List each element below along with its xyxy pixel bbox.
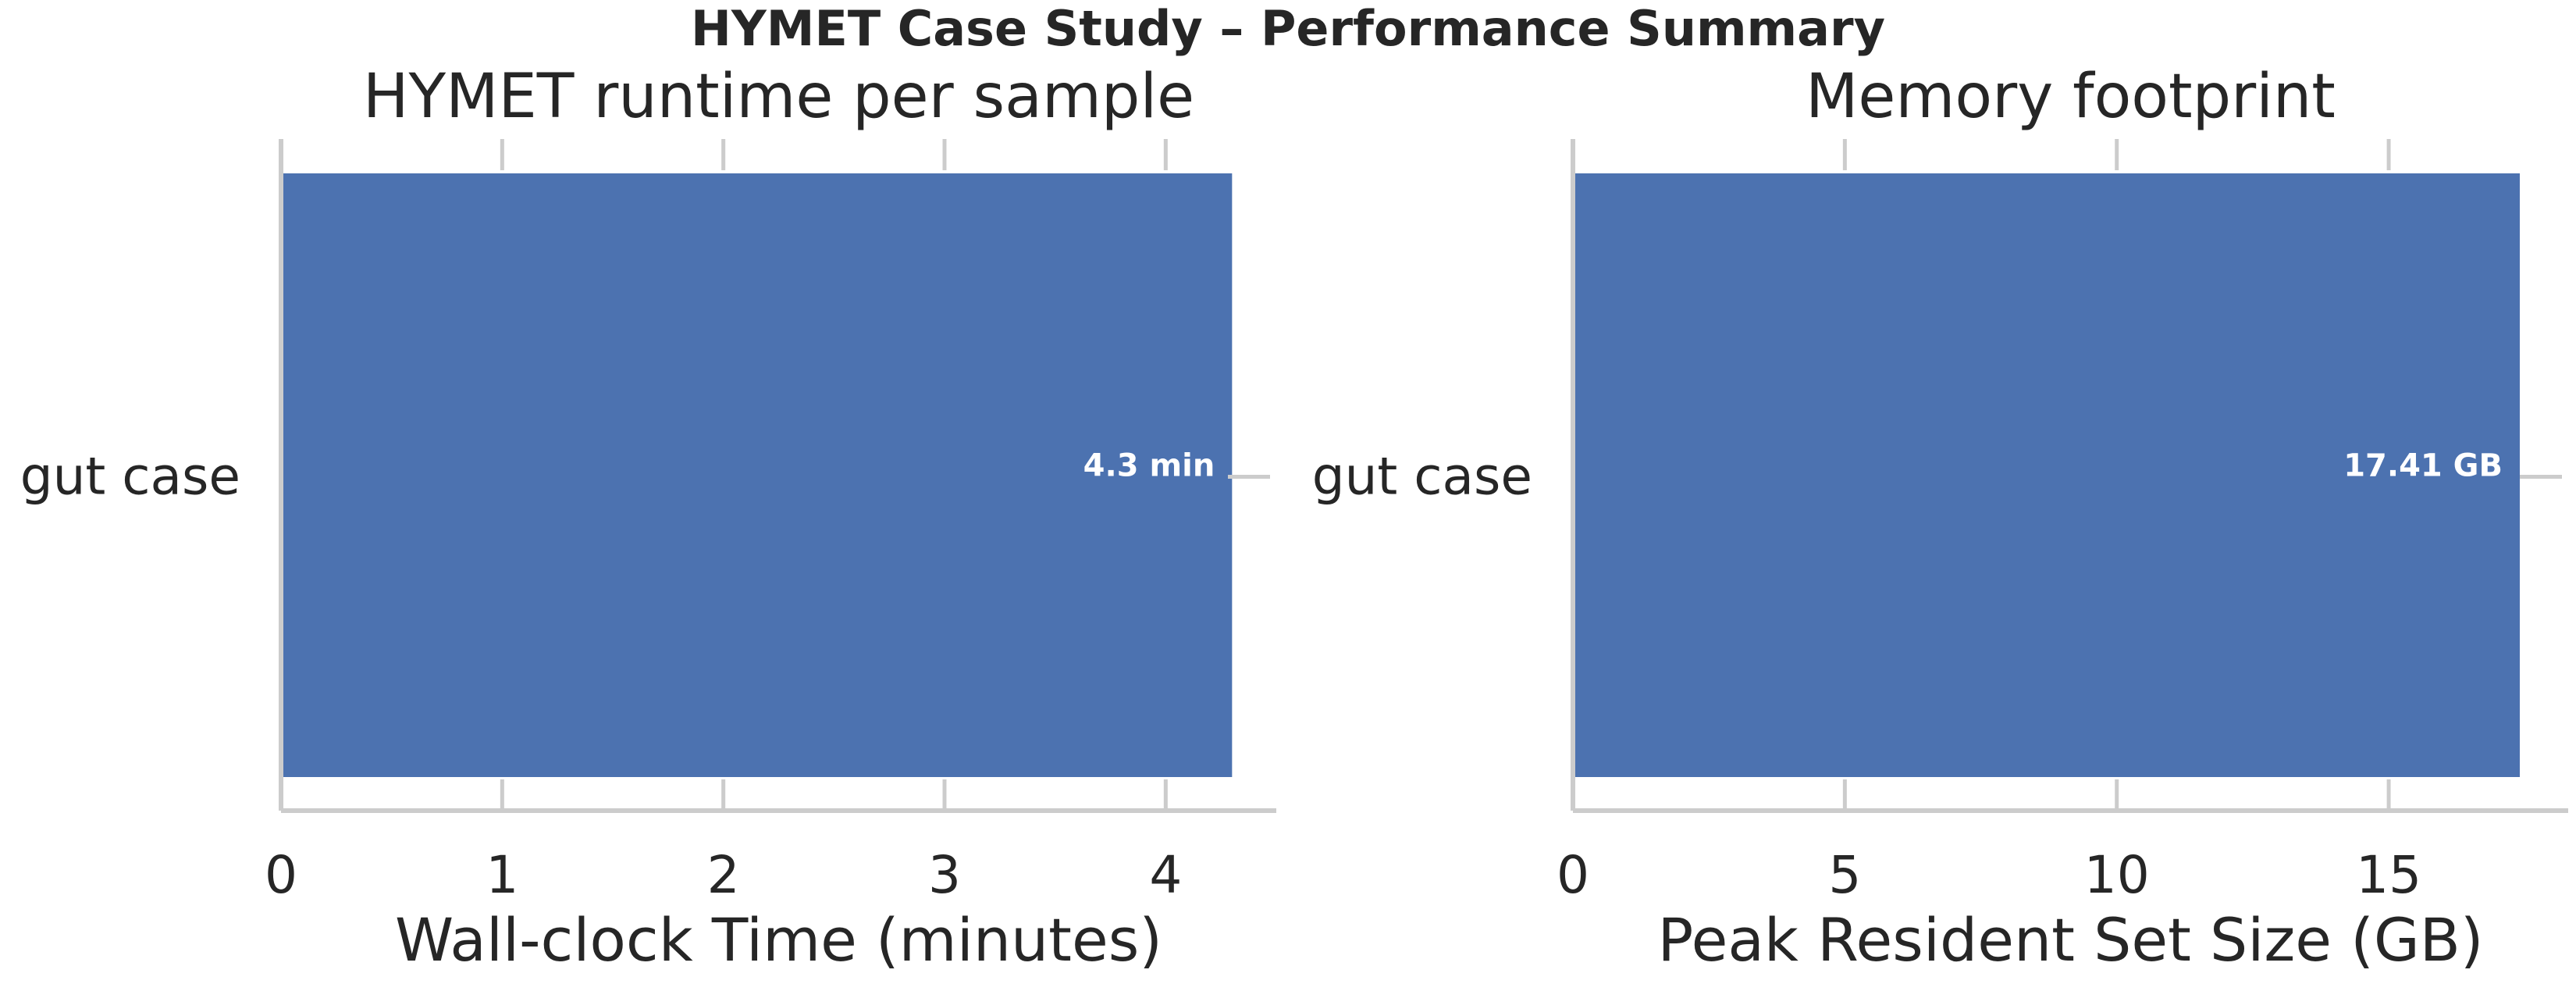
bar <box>281 173 1233 777</box>
x-tick-label: 0 <box>265 845 297 905</box>
x-axis-title: Wall-clock Time (minutes) <box>395 905 1162 975</box>
y-tick-label: gut case <box>1312 447 1532 507</box>
figure-suptitle: HYMET Case Study – Performance Summary <box>691 0 1885 57</box>
y-tick-label: gut case <box>20 447 240 507</box>
panel-title: Memory footprint <box>1806 62 2336 132</box>
x-tick-label: 2 <box>707 845 740 905</box>
x-tick-label: 4 <box>1149 845 1182 905</box>
x-tick-label: 15 <box>2356 845 2421 905</box>
panel-title: HYMET runtime per sample <box>363 62 1194 132</box>
x-tick-label: 3 <box>928 845 961 905</box>
chart-panels: HYMET runtime per sample 4.3 min 0 1 2 3 4 gut … <box>20 62 2568 975</box>
x-tick-label: 10 <box>2084 845 2150 905</box>
x-tick-label: 0 <box>1557 845 1589 905</box>
bar-value-label: 17.41 GB <box>2343 448 2503 484</box>
x-tick-label: 1 <box>486 845 518 905</box>
x-axis-title: Peak Resident Set Size (GB) <box>1657 905 2483 975</box>
chart-panel-2: Memory footprint 17.41 GB 0 5 10 15 gut case Pe… <box>1312 62 2568 975</box>
bar-value-label: 4.3 min <box>1083 448 1215 484</box>
bar <box>1573 173 2520 777</box>
chart-panel-1: HYMET runtime per sample 4.3 min 0 1 2 3 4 gut … <box>20 62 1276 975</box>
x-tick-label: 5 <box>1828 845 1861 905</box>
